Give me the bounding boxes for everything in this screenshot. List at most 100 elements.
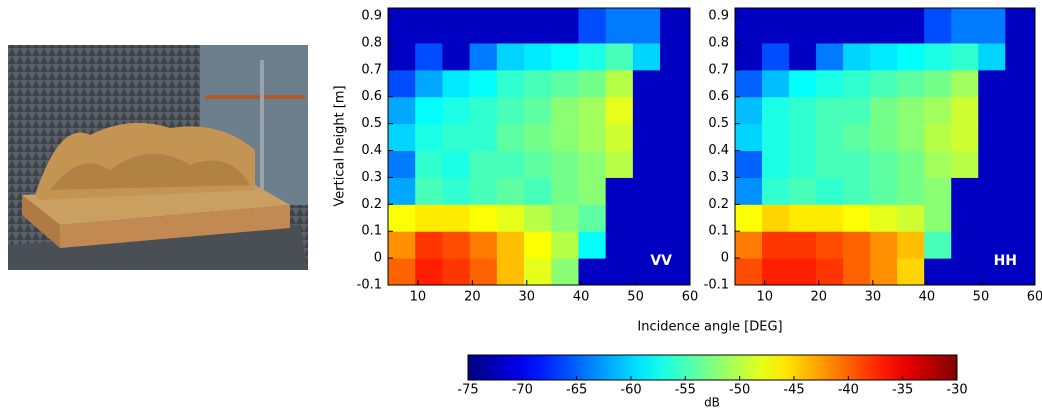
heatmap-cell (496, 231, 525, 259)
heatmap-cell (388, 150, 416, 178)
heatmap-cell (496, 258, 525, 286)
heatmap-cell (442, 123, 471, 152)
x-tick-label: 60 (682, 290, 699, 305)
heatmap-cell (1005, 231, 1036, 259)
heatmap-cell (870, 231, 898, 259)
panel-annotation: HH (994, 253, 1017, 269)
heatmap-cell (789, 204, 817, 232)
heatmap-cell (496, 150, 525, 178)
x-tick-label: 20 (811, 290, 828, 305)
heatmap-cell (605, 231, 634, 259)
heatmap-cell (632, 177, 661, 205)
colorbar-tick-label: -75 (457, 383, 478, 398)
y-tick-label: -0.1 (357, 278, 382, 293)
heatmap-cell (469, 69, 498, 98)
heatmap-cell (1005, 204, 1036, 232)
heatmap-cell (816, 69, 844, 98)
heatmap-cell (897, 96, 925, 125)
heatmap-cell (870, 8, 898, 44)
y-tick-label: 0 (721, 251, 729, 266)
y-tick-label: 0.9 (361, 9, 382, 24)
heatmap-cell (789, 177, 817, 205)
heatmap-cell (524, 177, 552, 205)
heatmap-cell (469, 258, 498, 286)
heatmap-cell (578, 258, 607, 286)
heatmap-cell (1005, 8, 1036, 44)
heatmap-cell (1005, 150, 1036, 178)
heatmap-cell (735, 8, 763, 44)
heatmap-cell (843, 42, 871, 71)
heatmap-cell (632, 258, 661, 286)
heatmap-cell (978, 150, 1006, 178)
heatmap-cell (632, 96, 661, 125)
heatmap-cell (388, 42, 416, 71)
heatmap-cell (551, 8, 579, 44)
heatmap-cell (442, 69, 471, 98)
heatmap-cell (924, 42, 952, 71)
heatmap-cell (578, 42, 607, 71)
heatmap-cell (442, 42, 471, 71)
heatmap-cell (789, 69, 817, 98)
x-tick-label: 30 (865, 290, 882, 305)
heatmap-cell (524, 96, 552, 125)
heatmap-cell (843, 150, 871, 178)
heatmap-cell (870, 177, 898, 205)
colorbar-tick-label: -45 (783, 383, 804, 398)
heatmap-cell (843, 69, 871, 98)
heatmap-cell (442, 204, 471, 232)
x-tick-label: 10 (756, 290, 773, 305)
heatmap-cell (816, 204, 844, 232)
heatmap-cell (789, 123, 817, 152)
heatmap-cell (578, 231, 607, 259)
heatmap-cell (951, 177, 979, 205)
heatmap-cell (578, 123, 607, 152)
heatmap-cell (632, 123, 661, 152)
heatmap-cell (735, 42, 763, 71)
heatmap-cell (762, 177, 790, 205)
colorbar-tick-label: -60 (620, 383, 641, 398)
heatmap-cell (843, 177, 871, 205)
heatmap-cell (578, 150, 607, 178)
y-tick-label: 0.2 (361, 197, 382, 212)
heatmap-cell (388, 204, 416, 232)
colorbar-tick-label: -35 (892, 383, 913, 398)
heatmap-cell (978, 177, 1006, 205)
heatmap-cell (1005, 96, 1036, 125)
heatmap-cell (469, 123, 498, 152)
heatmap-cell (442, 150, 471, 178)
heatmap-cell (578, 69, 607, 98)
y-tick-label: 0.6 (708, 89, 729, 104)
heatmap-cell (551, 96, 579, 125)
heatmap-cell (496, 42, 525, 71)
heatmap-cell (816, 150, 844, 178)
heatmap-cell (735, 150, 763, 178)
heatmap-cell (496, 177, 525, 205)
heatmap-cell (551, 231, 579, 259)
heatmap-cell (388, 69, 416, 98)
y-axis-label: Vertical height [m] (333, 85, 348, 206)
heatmap-cell (924, 204, 952, 232)
heatmap-cell (789, 258, 817, 286)
heatmap-cell (469, 8, 498, 44)
x-tick-label: 50 (973, 290, 990, 305)
heatmap-cell (897, 42, 925, 71)
heatmap-cell (1005, 123, 1036, 152)
heatmap-cell (605, 123, 634, 152)
heatmap-cell (897, 150, 925, 178)
heatmap-cell (388, 8, 416, 44)
y-tick-label: 0.2 (708, 197, 729, 212)
heatmap-cell (605, 258, 634, 286)
heatmap-cell (469, 204, 498, 232)
heatmap-cell (660, 42, 691, 71)
heatmap-cell (415, 123, 443, 152)
heatmap-cell (578, 204, 607, 232)
heatmap-cell (551, 42, 579, 71)
heatmap-cell (632, 204, 661, 232)
y-tick-label: 0.7 (708, 62, 729, 77)
y-tick-label: 0.1 (708, 224, 729, 239)
heatmap-cell (843, 123, 871, 152)
colorbar-tick-label: -55 (675, 383, 696, 398)
x-tick-label: 20 (464, 290, 481, 305)
heatmap-cell (415, 8, 443, 44)
